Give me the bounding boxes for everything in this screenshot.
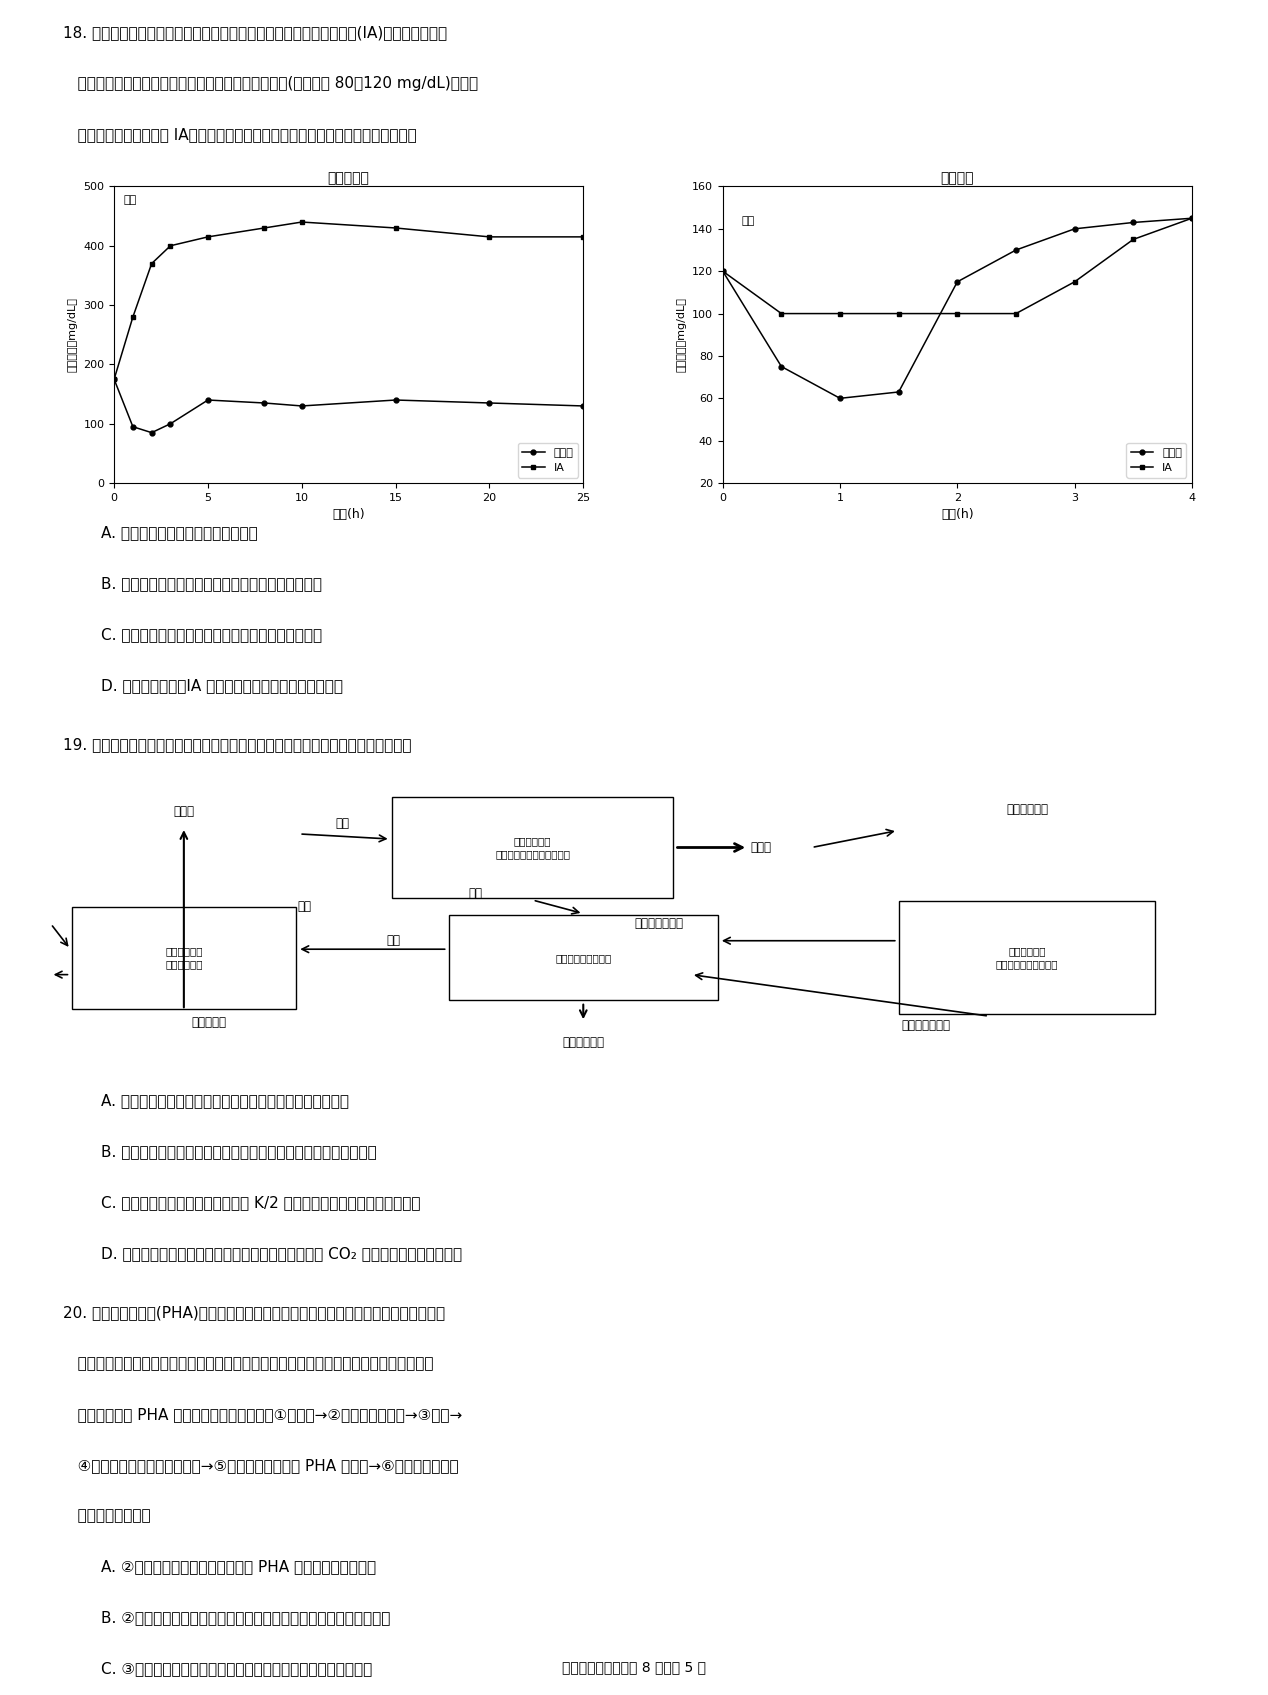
Line: IA: IA [112, 220, 586, 381]
Text: 19. 如图表示簮桑渔畜生态农业系统的基本模式。根据图示判断，下列叙述正确的是: 19. 如图表示簮桑渔畜生态农业系统的基本模式。根据图示判断，下列叙述正确的是 [63, 737, 412, 753]
胰岛素 [773, 356, 789, 376]
Y-axis label: 血糖浓度（mg/dL）: 血糖浓度（mg/dL） [676, 297, 686, 373]
Y-axis label: 血糖浓度（mg/dL）: 血糖浓度（mg/dL） [67, 297, 77, 373]
Text: 湖中获得生产 PHA 含量高的菌种流程如下：①取湖水→②接种在培养基上→③培养→: 湖中获得生产 PHA 含量高的菌种流程如下：①取湖水→②接种在培养基上→③培养→ [63, 1407, 463, 1422]
IA [891, 303, 907, 324]
Text: 蚕丝、畜产品: 蚕丝、畜产品 [1006, 803, 1049, 817]
Line: 胰岛素: 胰岛素 [720, 215, 1194, 400]
IA [1126, 229, 1141, 249]
胰岛素 [388, 390, 403, 410]
胰岛素 [715, 261, 730, 281]
Text: 沼气（池）生态系统: 沼气（池）生态系统 [555, 953, 611, 963]
胰岛素 [1066, 219, 1082, 239]
Legend: 胰岛素, IA: 胰岛素, IA [1126, 442, 1187, 478]
Line: IA: IA [720, 215, 1194, 315]
IA [126, 307, 141, 327]
Text: B. ②所用到的培养基应加入琼脂，以便挑取单菌落最终获得纯化菌株: B. ②所用到的培养基应加入琼脂，以便挑取单菌落最终获得纯化菌株 [101, 1610, 391, 1626]
IA [294, 212, 309, 232]
胰岛素 [482, 393, 497, 414]
IA [950, 303, 965, 324]
IA [200, 227, 216, 247]
胰岛素 [832, 388, 847, 408]
IA [1184, 208, 1200, 229]
FancyBboxPatch shape [899, 902, 1155, 1015]
IA [1066, 271, 1082, 292]
Title: 正常小鼠: 正常小鼠 [941, 171, 974, 185]
IA [107, 370, 122, 390]
胰岛素 [576, 397, 591, 417]
Text: A. 该生态农业系统中的主要成分是水稻、桑、鸡、鱼等生物: A. 该生态农业系统中的主要成分是水稻、桑、鸡、鱼等生物 [101, 1093, 350, 1109]
胰岛素 [891, 381, 907, 402]
Text: C. 注射普通胰岛素的正常小鼠更容易出现低血糖晕厘: C. 注射普通胰岛素的正常小鼠更容易出现低血糖晕厘 [101, 627, 322, 642]
IA [388, 219, 403, 239]
Text: 沼液: 沼液 [468, 886, 483, 900]
胰岛素 [1126, 212, 1141, 232]
Text: 残枝败叶、鸡粪: 残枝败叶、鸡粪 [902, 1019, 950, 1032]
Legend: 胰岛素, IA: 胰岛素, IA [517, 442, 578, 478]
IA [773, 303, 789, 324]
Text: C. 池塘生态系统中，鱼的捕捣量在 K/2 左右有利于持续获得较大的鱼产量: C. 池塘生态系统中，鱼的捕捣量在 K/2 左右有利于持续获得较大的鱼产量 [101, 1195, 421, 1210]
FancyBboxPatch shape [71, 907, 295, 1009]
Text: 血糖水平的效果，研究人员给糖尿病小鼠和正常小鼠(血糖浓度 80－120 mg/dL)均分别: 血糖水平的效果，研究人员给糖尿病小鼠和正常小鼠(血糖浓度 80－120 mg/d… [63, 76, 478, 92]
胰岛素 [107, 370, 122, 390]
Text: 桑园生态系统
（种桑、养蚕、养鸡）: 桑园生态系统 （种桑、养蚕、养鸡） [995, 946, 1059, 970]
Text: C. ③需要将接种后的培养基放入恒温筱倒置培养，以防杂菌污染: C. ③需要将接种后的培养基放入恒温筱倒置培养，以防杂菌污染 [101, 1661, 373, 1676]
Text: 池塘生态系统
（养鱼、虾）: 池塘生态系统 （养鱼、虾） [165, 946, 203, 970]
胰岛素 [1008, 241, 1023, 261]
IA [256, 219, 271, 239]
Text: 蚕沙: 蚕沙 [385, 934, 401, 948]
胰岛素 [200, 390, 216, 410]
Title: 糖尿病小鼠: 糖尿病小鼠 [327, 171, 370, 185]
Text: 给药: 给药 [742, 217, 754, 225]
IA [715, 261, 730, 281]
胰岛素 [126, 417, 141, 437]
Text: D. 施用河泥不仅能够提高土壤肂力，也能增加环境中 CO₂ 浓度，有利于农作物增产: D. 施用河泥不仅能够提高土壤肂力，也能增加环境中 CO₂ 浓度，有利于农作物增… [101, 1246, 463, 1261]
Text: 秸秆、残枝败叶: 秸秆、残枝败叶 [635, 917, 683, 931]
FancyBboxPatch shape [392, 797, 673, 898]
Text: 生物试题（一）（共 8 页）第 5 页: 生物试题（一）（共 8 页）第 5 页 [562, 1661, 706, 1675]
IA [832, 303, 847, 324]
Text: D. 研究结果显示，IA 比普通胰岛素调节血糖更具有优势: D. 研究结果显示，IA 比普通胰岛素调节血糖更具有优势 [101, 678, 344, 693]
Text: B. 对糖尿病小鼠而言，普通胰岛素的降糖效果更持久: B. 对糖尿病小鼠而言，普通胰岛素的降糖效果更持久 [101, 576, 322, 592]
Text: 下列叙述正确的是: 下列叙述正确的是 [63, 1509, 151, 1524]
IA [1008, 303, 1023, 324]
胰岛素 [1184, 208, 1200, 229]
IA [576, 227, 591, 247]
胰岛素 [256, 393, 271, 414]
胰岛素 [294, 397, 309, 417]
Text: 18. 胰岛素是调节血糖的重要激素，研究者研制了一种「智能」胰岛素(IA)。为评估其调节: 18. 胰岛素是调节血糖的重要激素，研究者研制了一种「智能」胰岛素(IA)。为评… [63, 25, 448, 41]
Line: 胰岛素: 胰岛素 [112, 376, 586, 436]
Text: B. 通过适当延长光照时间来提高家禽产蛋率利用了物理信息的作用: B. 通过适当延长光照时间来提高家禽产蛋率利用了物理信息的作用 [101, 1144, 377, 1159]
胰岛素 [162, 414, 178, 434]
胰岛素 [145, 422, 160, 442]
IA [482, 227, 497, 247]
Text: 农产品: 农产品 [751, 841, 772, 854]
Text: 给药: 给药 [123, 195, 137, 205]
X-axis label: 时间(h): 时间(h) [332, 508, 365, 522]
Text: 河泥: 河泥 [297, 900, 312, 914]
Text: 沼渣、沼液: 沼渣、沼液 [191, 1015, 227, 1029]
Text: ④挑取单菌落，分别扩大培养→⑤检测菌体的数目和 PHA 的产量→⑥获得目标菌株。: ④挑取单菌落，分别扩大培养→⑤检测菌体的数目和 PHA 的产量→⑥获得目标菌株。 [63, 1458, 459, 1473]
Text: 注射适量普通胰岛素和 IA，测量血糖浓度变化，结果如图所示。下列叙述正确的是: 注射适量普通胰岛素和 IA，测量血糖浓度变化，结果如图所示。下列叙述正确的是 [63, 127, 417, 142]
Text: 理化特性，且废弃后易被生物降解，可用于制造无污染的「绻色塑料」。科学家从某咋水: 理化特性，且废弃后易被生物降解，可用于制造无污染的「绻色塑料」。科学家从某咋水 [63, 1356, 434, 1371]
IA [162, 236, 178, 256]
Text: 沼气（能源）: 沼气（能源） [562, 1036, 605, 1049]
IA [145, 254, 160, 275]
胰岛素 [950, 271, 965, 292]
X-axis label: 时间(h): 时间(h) [941, 508, 974, 522]
Text: A. 本实验的自变量是注射试剂的种类: A. 本实验的自变量是注射试剂的种类 [101, 525, 259, 541]
Text: 农田生态系统
（种植水稻、油菜、小麦）: 农田生态系统 （种植水稻、油菜、小麦） [495, 836, 571, 859]
FancyBboxPatch shape [449, 915, 718, 1000]
Text: 20. 聚羟基脂肪酸酯(PHA)是由嗜盐细菌合成的一种胞内聚酯，它具有类似于合成塑料的: 20. 聚羟基脂肪酸酯(PHA)是由嗜盐细菌合成的一种胞内聚酯，它具有类似于合成… [63, 1305, 445, 1320]
Text: A. ②可用稀释途布平板法接种到含 PHA 较高的选择培养基上: A. ②可用稀释途布平板法接种到含 PHA 较高的选择培养基上 [101, 1559, 377, 1575]
Text: 河泥: 河泥 [335, 817, 350, 831]
Text: 水产品: 水产品 [174, 805, 194, 819]
